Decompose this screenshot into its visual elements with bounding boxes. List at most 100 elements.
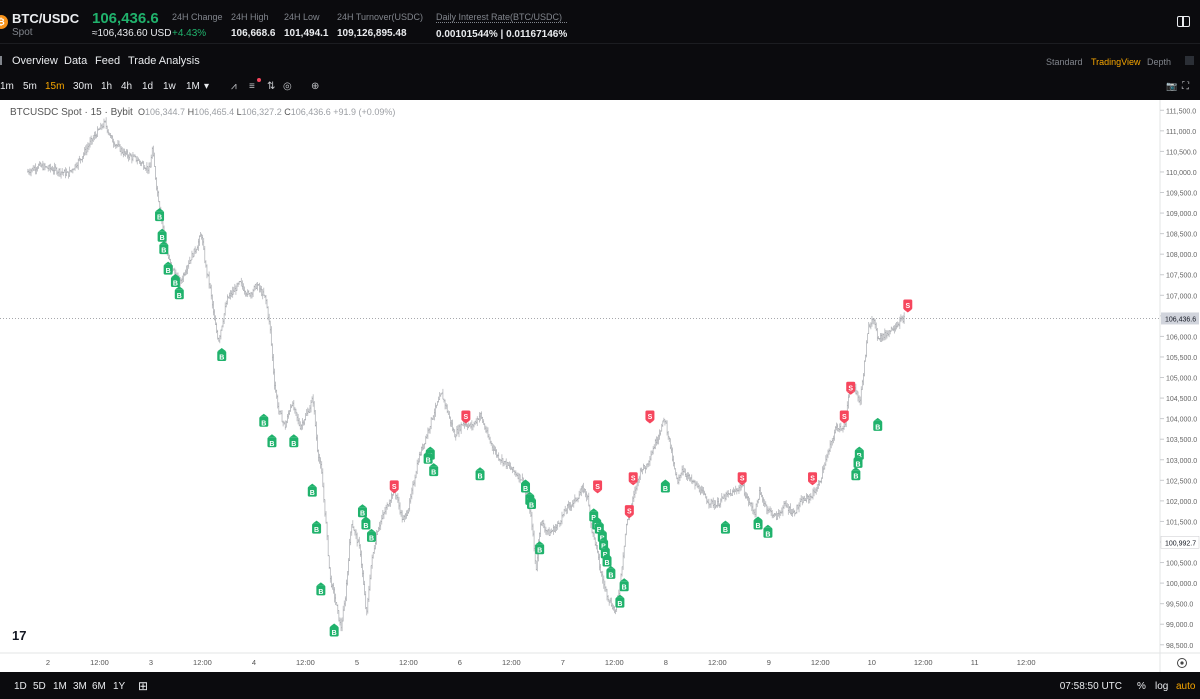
range-1y[interactable]: 1Y (113, 681, 126, 692)
ohlc-bar (132, 152, 134, 162)
range-3m[interactable]: 3M (73, 681, 87, 692)
timeframe-1w[interactable]: 1w (163, 81, 176, 92)
ohlc-bar (746, 493, 749, 501)
buy-marker-pointer (367, 528, 376, 532)
ohlc-bar (305, 409, 308, 416)
ohlc-bar (400, 509, 402, 517)
ohlc-bar (105, 117, 107, 129)
ohlc-bar (556, 521, 559, 530)
ohlc-bar (902, 315, 904, 324)
ohlc-bar (434, 402, 437, 417)
ohlc-bar (112, 138, 115, 148)
ohlc-bar (734, 485, 737, 493)
ohlc-bar (103, 118, 105, 129)
utc-clock[interactable]: 07:58:50 UTC (1059, 681, 1122, 692)
time-tick-label: 10 (868, 658, 876, 667)
ohlc-bar (291, 401, 294, 407)
ohlc-bar (354, 529, 356, 536)
ohlc-bar (226, 294, 229, 305)
pair-title[interactable]: BTC/USDC (12, 11, 80, 26)
ohlc-bar (835, 422, 838, 431)
list-icon[interactable]: ≡ (249, 81, 255, 92)
ohlc-bar (871, 315, 873, 327)
range-1m[interactable]: 1M (53, 681, 67, 692)
ohlc-bar (895, 322, 898, 330)
timeframe-1M[interactable]: 1M (186, 81, 200, 92)
ohlc-bar (55, 167, 58, 175)
timeframe-5m[interactable]: 5m (23, 81, 37, 92)
settings-icon[interactable]: ◎ (283, 81, 292, 92)
ohlc-bar (444, 399, 446, 410)
auto-toggle[interactable]: auto (1176, 681, 1196, 692)
range-1d[interactable]: 1D (14, 681, 27, 692)
ohlc-bar (427, 427, 429, 439)
ohlc-bar (362, 570, 365, 585)
ohlc-bar (737, 488, 739, 492)
ohlc-bar (449, 416, 452, 427)
ohlc-bar (855, 383, 857, 395)
log-toggle[interactable]: log (1155, 681, 1169, 692)
ohlc-bar (672, 455, 675, 467)
fullscreen-icon[interactable]: ⛶ (1182, 81, 1189, 92)
ohlc-bar (690, 474, 693, 484)
ohlc-bar (242, 283, 245, 291)
timeframe-1h[interactable]: 1h (101, 81, 113, 92)
price-axis-ticks: 111,500.0 111,000.0 110,500.0 110,000.0 109,… (1160, 108, 1197, 650)
chevron-down-icon[interactable]: ▾ (204, 81, 210, 92)
tab-trade-analysis[interactable]: Trade Analysis (128, 55, 200, 67)
panel-menu-icon[interactable] (1185, 56, 1194, 65)
timeframe-1d[interactable]: 1d (142, 81, 154, 92)
buy-marker: B (615, 594, 625, 608)
buy-marker-pointer (721, 520, 730, 524)
timeframe-30m[interactable]: 30m (73, 81, 93, 92)
collapse-handle[interactable] (0, 56, 2, 65)
compare-icon[interactable]: ⇅ (267, 81, 276, 92)
ohlc-bar (668, 436, 671, 442)
price-chart[interactable]: BBBBBBBBBBBBBBBBBBBBBBBBBBBBBBBBBBBBBBBB… (0, 100, 1200, 672)
ohlc-bar (689, 476, 692, 482)
ohlc-bar (430, 417, 432, 430)
buy-marker: B (527, 495, 537, 509)
stat-label[interactable]: Daily Interest Rate(BTC/USDC) (436, 12, 568, 23)
buy-marker-body (853, 457, 863, 468)
ohlc-bar (372, 552, 375, 559)
indicator-icon[interactable]: ⩘ (231, 81, 237, 92)
timeframe-15m[interactable]: 15m (45, 81, 65, 92)
buy-marker-body (660, 482, 670, 493)
tab-data[interactable]: Data (64, 55, 88, 67)
price-tick-label: 107,500.0 (1166, 273, 1197, 280)
ohlc-bar (339, 617, 341, 626)
buy-marker-body (157, 231, 167, 242)
price-tick-label: 99,000.0 (1166, 622, 1193, 629)
timeframe-4h[interactable]: 4h (121, 81, 133, 92)
add-icon[interactable]: ⊕ (311, 81, 320, 92)
chart-area[interactable]: BBBBBBBBBBBBBBBBBBBBBBBBBBBBBBBBBBBBBBBB… (0, 100, 1200, 672)
ohlc-bar (724, 493, 726, 502)
calendar-icon[interactable]: ⊞ (138, 679, 149, 693)
view-standard[interactable]: Standard (1046, 57, 1083, 67)
buy-marker-body (170, 276, 180, 287)
book-icon[interactable] (1177, 16, 1190, 27)
ohlc-bar (342, 605, 344, 622)
ohlc-bar (788, 505, 791, 514)
range-6m[interactable]: 6M (92, 681, 106, 692)
ohlc-bar (131, 154, 133, 164)
ohlc-bar (650, 450, 652, 461)
tab-feed[interactable]: Feed (95, 55, 121, 67)
stat-interest-rate[interactable]: Daily Interest Rate(BTC/USDC) 0.00101544… (436, 12, 568, 40)
ohlc-bar (827, 449, 829, 459)
timeframe-1m[interactable]: 1m (0, 81, 14, 92)
ohlc-bar (684, 468, 687, 477)
range-5d[interactable]: 5D (33, 681, 46, 692)
buy-marker: B (602, 553, 612, 567)
tab-overview[interactable]: Overview (12, 55, 58, 67)
legend-symbol: BTCUSDC Spot · 15 · Bybit (10, 107, 133, 118)
ohlc-bar (453, 429, 456, 438)
buy-marker-label: B (318, 589, 323, 596)
view-tradingview[interactable]: TradingView (1091, 57, 1141, 67)
percent-toggle[interactable]: % (1137, 681, 1146, 692)
view-depth[interactable]: Depth (1147, 57, 1172, 67)
buy-marker: B (259, 413, 269, 427)
camera-icon[interactable]: 📷 (1166, 81, 1178, 91)
price-tick-label: 108,000.0 (1166, 252, 1197, 259)
